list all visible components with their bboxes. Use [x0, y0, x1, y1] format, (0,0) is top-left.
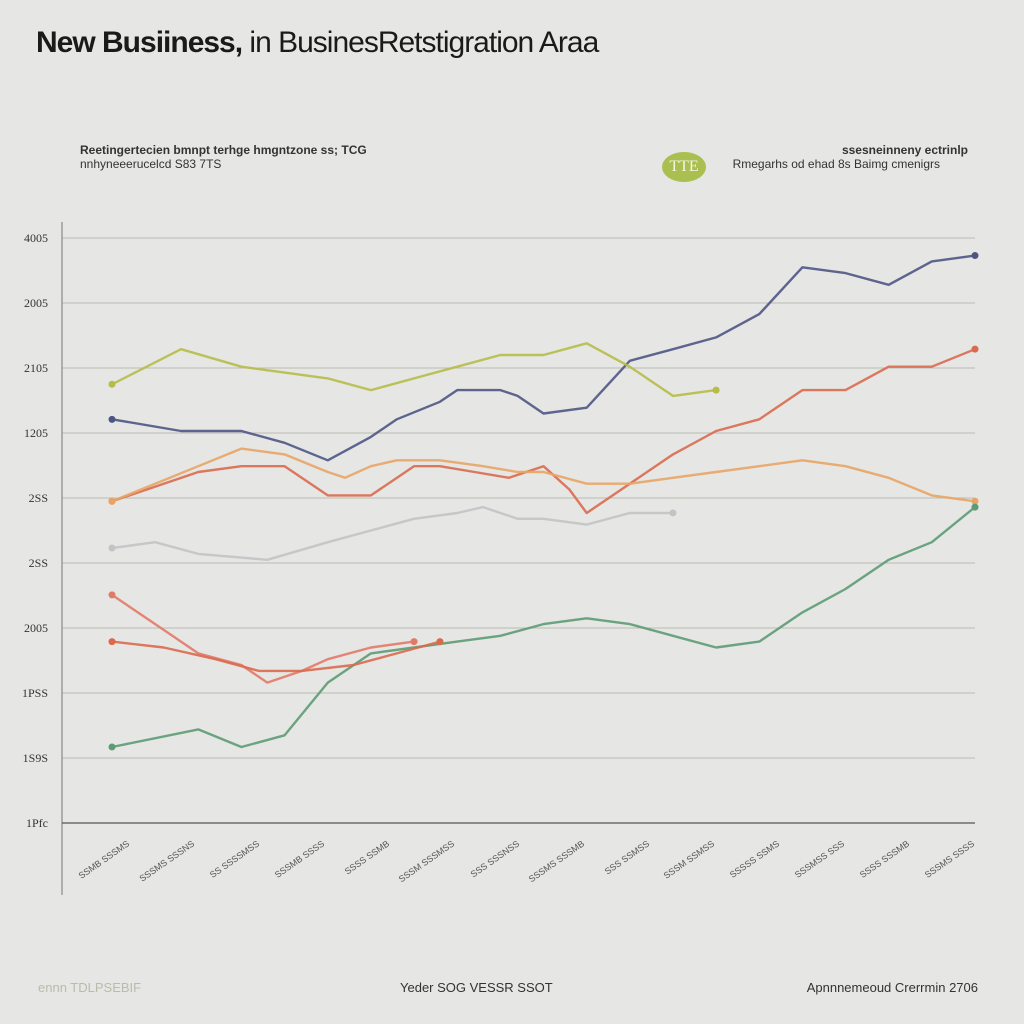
x-tick-label: SSS SSMSS — [603, 838, 651, 876]
note-right-line2: Rmegarhs od ehad 8s Baimg cmenigrs — [732, 157, 940, 171]
footer-center-text: Yeder SOG VESSR SSOT — [400, 980, 553, 995]
series-point — [712, 386, 720, 394]
x-tick-label: SSSMS SSSS — [923, 838, 976, 879]
series-point — [971, 503, 979, 511]
y-tick-label: 2SS — [29, 491, 48, 505]
series-point — [410, 638, 418, 646]
series-point — [108, 497, 116, 505]
x-tick-label: SSSM SSMSS — [662, 838, 716, 880]
x-tick-label: SSSSS SSMS — [728, 838, 781, 879]
x-tick-label: SSSS SSMB — [343, 838, 391, 876]
series-point — [108, 544, 116, 552]
y-tick-label: 1PSS — [22, 686, 48, 700]
note-right-line1: ssesneinneny ectrinlp — [841, 143, 968, 157]
y-tick-label: 1S9S — [23, 751, 48, 765]
x-tick-label: SSS SSSNSS — [469, 838, 521, 879]
series-point — [669, 509, 677, 517]
series-line — [110, 593, 416, 684]
y-tick-label: 4005 — [24, 231, 48, 245]
series-line — [110, 640, 442, 673]
series-line — [110, 505, 977, 749]
y-tick-labels: 1Pfc 1S9S 1PSS 2005 2SS 2SS 1205 2105 2005 4005 — [22, 231, 48, 830]
note-left-line2: nnhyneeerucelcd S83 7TS — [80, 157, 222, 171]
series-lines — [108, 252, 979, 751]
badge-icon: TTE — [662, 152, 706, 182]
y-tick-label: 2SS — [29, 556, 48, 570]
x-tick-label: SSSM SSSMSS — [397, 838, 456, 884]
x-tick-label: SSMB SSSMS — [77, 838, 131, 880]
axes — [61, 222, 975, 895]
note-left-line1: Reetingertecien bmnpt terhge hmgntzone s… — [80, 143, 367, 157]
y-tick-label: 2005 — [24, 621, 48, 635]
series-line — [110, 254, 977, 462]
series-line — [110, 348, 977, 515]
series-point — [971, 497, 979, 505]
series-point — [971, 252, 979, 260]
series-line — [110, 447, 977, 503]
x-tick-label: SS SSSSMSS — [208, 838, 261, 879]
series-point — [971, 345, 979, 353]
series-point — [108, 415, 116, 423]
series-line — [110, 505, 675, 561]
x-tick-label: SSSMS SSSMB — [527, 838, 586, 884]
x-tick-label: SSSMB SSSS — [273, 838, 326, 879]
series-point — [108, 591, 116, 599]
series-point — [108, 743, 116, 751]
series-point — [108, 638, 116, 646]
x-tick-labels: SSMB SSSMS SSSMS SSSNS SS SSSSMSS SSSMB SSS… — [77, 838, 976, 884]
chart-title: New Busiiness, in BusinesRetstigration A… — [36, 26, 599, 59]
x-tick-label: SSSMS SSSNS — [138, 838, 197, 883]
series-line — [110, 342, 718, 398]
series-point — [108, 380, 116, 388]
footer-right-text: Apnnnemeoud Crerrmin 2706 — [806, 980, 978, 995]
x-tick-label: SSSMSS SSS — [793, 838, 846, 879]
series-point — [436, 638, 444, 646]
footer-left-text: ennn TDLPSEBIF — [38, 980, 142, 995]
grid-lines — [62, 237, 975, 759]
y-tick-label: 2005 — [24, 296, 48, 310]
x-tick-label: SSSS SSSMB — [858, 838, 911, 879]
y-tick-label: 1205 — [24, 426, 48, 440]
y-tick-label: 2105 — [24, 361, 48, 375]
y-tick-label: 1Pfc — [26, 816, 48, 830]
